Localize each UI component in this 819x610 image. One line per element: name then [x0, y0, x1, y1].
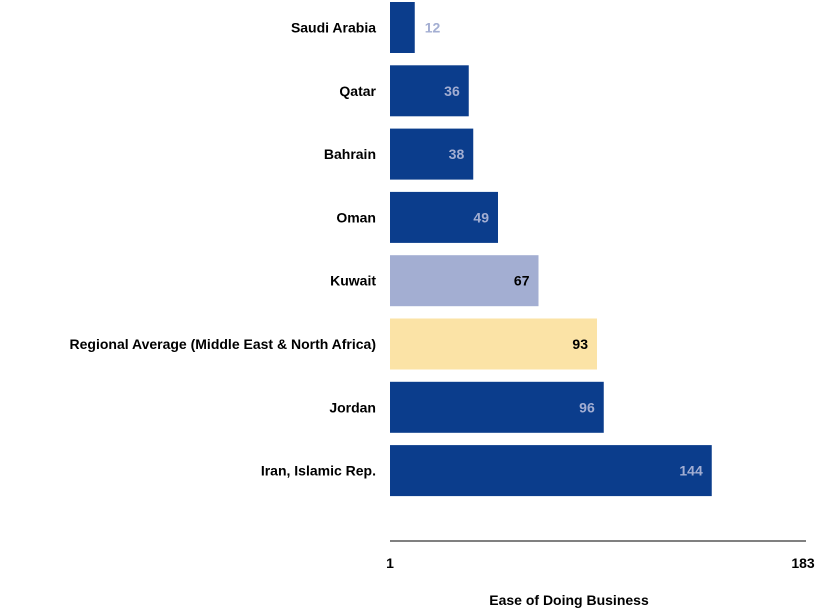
category-label-7: Iran, Islamic Rep. — [261, 463, 376, 479]
category-label-3: Oman — [336, 209, 376, 225]
value-label-1: 36 — [444, 83, 460, 99]
x-axis-title: Ease of Doing Business — [489, 592, 649, 608]
bar-3 — [390, 191, 498, 243]
bar-7 — [390, 445, 712, 497]
value-label-3: 49 — [473, 209, 489, 225]
category-label-2: Bahrain — [324, 146, 376, 162]
value-label-7: 144 — [679, 463, 703, 479]
value-label-4: 67 — [514, 273, 530, 289]
category-label-1: Qatar — [339, 83, 376, 99]
bars-layer: Saudi Arabia 12 Qatar 36 Bahrain 38 Oman 49 Kuwa… — [70, 2, 712, 497]
bar-6 — [390, 381, 604, 433]
value-label-6: 96 — [579, 399, 595, 415]
category-label-5: Regional Average (Middle East & North Af… — [70, 336, 377, 352]
bar-4 — [390, 255, 539, 307]
x-tick-label-max: 183 — [791, 555, 815, 571]
value-label-5: 93 — [572, 336, 588, 352]
value-label-0: 12 — [425, 20, 441, 36]
bar-5 — [390, 318, 597, 370]
category-label-4: Kuwait — [330, 273, 376, 289]
value-label-2: 38 — [449, 146, 465, 162]
x-tick-label-min: 1 — [386, 555, 394, 571]
bar-1 — [390, 65, 469, 117]
bar-0 — [390, 2, 415, 53]
category-label-6: Jordan — [329, 399, 376, 415]
category-label-0: Saudi Arabia — [291, 20, 376, 36]
bar-2 — [390, 128, 474, 180]
